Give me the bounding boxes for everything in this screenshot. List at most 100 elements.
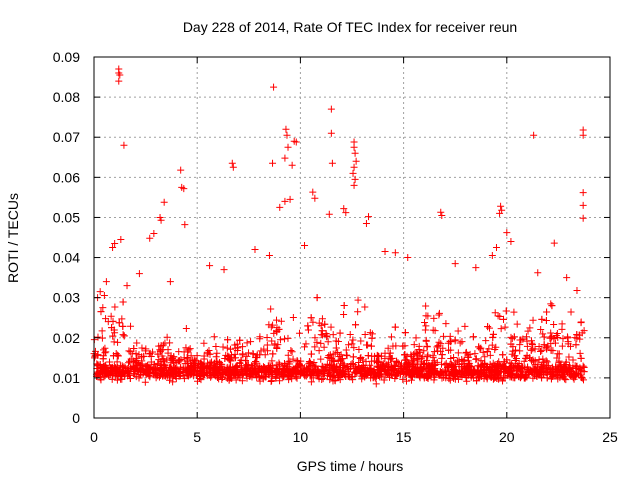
data-point (364, 352, 372, 360)
data-point (353, 368, 361, 376)
data-point (350, 143, 358, 151)
data-point (223, 344, 231, 352)
data-point (97, 363, 105, 371)
data-point (229, 163, 237, 171)
data-point (492, 244, 500, 252)
data-point (152, 364, 160, 372)
data-point (144, 369, 152, 377)
data-point (528, 368, 536, 376)
data-point (524, 327, 532, 335)
data-point (213, 349, 221, 357)
data-point (430, 373, 438, 381)
data-point (348, 340, 356, 348)
data-point (423, 352, 431, 360)
data-point (361, 364, 369, 372)
data-point (265, 252, 273, 260)
data-point (318, 375, 326, 383)
data-point (437, 208, 445, 216)
data-point (175, 348, 183, 356)
data-point (537, 325, 545, 333)
data-point (573, 331, 581, 339)
data-point (531, 345, 539, 353)
data-point (150, 360, 158, 368)
data-point (361, 303, 369, 311)
data-point (500, 315, 508, 323)
x-axis-label: GPS time / hours (297, 458, 404, 474)
data-point (390, 361, 398, 369)
data-point (234, 372, 242, 380)
data-point (282, 125, 290, 133)
data-point (545, 362, 553, 370)
data-point (297, 370, 305, 378)
data-point (288, 366, 296, 374)
data-point (422, 337, 430, 345)
data-point (381, 248, 389, 256)
data-point (502, 363, 510, 371)
data-point (111, 303, 119, 311)
data-point (501, 323, 509, 331)
data-point (422, 302, 430, 310)
data-point (481, 371, 489, 379)
data-point (127, 363, 135, 371)
data-point (120, 141, 128, 149)
data-point (309, 374, 317, 382)
data-point (543, 345, 551, 353)
data-point (113, 376, 121, 384)
data-point (489, 333, 497, 341)
data-point (336, 376, 344, 384)
data-point (157, 346, 165, 354)
y-tick-label: 0.01 (53, 370, 80, 386)
data-point (358, 365, 366, 373)
data-point (119, 322, 127, 330)
data-point (477, 362, 485, 370)
data-point (386, 373, 394, 381)
data-point (258, 367, 266, 375)
data-point (453, 369, 461, 377)
data-point (109, 317, 117, 325)
data-point (352, 157, 360, 165)
data-point (549, 369, 557, 377)
data-point (175, 357, 183, 365)
data-point (311, 194, 319, 202)
data-point (125, 347, 133, 355)
data-point (489, 330, 497, 338)
data-point (150, 229, 158, 237)
data-point (475, 343, 483, 351)
data-point (493, 374, 501, 382)
data-point (113, 358, 121, 366)
data-point (317, 339, 325, 347)
data-point (447, 355, 455, 363)
y-tick-label: 0.03 (53, 290, 80, 306)
data-point (293, 374, 301, 382)
data-point (102, 369, 110, 377)
data-point (407, 371, 415, 379)
data-point (212, 367, 220, 375)
data-point (544, 342, 552, 350)
data-point (325, 210, 333, 218)
data-point (109, 244, 117, 252)
data-point (388, 365, 396, 373)
data-point (287, 346, 295, 354)
data-point (146, 349, 154, 357)
data-point (206, 262, 214, 270)
data-point (365, 213, 373, 221)
data-point (313, 338, 321, 346)
y-tick-label: 0.04 (53, 250, 80, 266)
data-point (458, 338, 466, 346)
data-point (348, 359, 356, 367)
data-point (332, 337, 340, 345)
data-point (482, 337, 490, 345)
data-point (118, 372, 126, 380)
data-point (577, 354, 585, 362)
data-point (140, 352, 148, 360)
data-point (212, 343, 220, 351)
data-point (189, 372, 197, 380)
x-tick-label: 15 (396, 429, 412, 445)
data-point (219, 366, 227, 374)
data-point (337, 357, 345, 365)
data-point (375, 371, 383, 379)
data-point (203, 369, 211, 377)
data-point (224, 336, 232, 344)
data-point (304, 322, 312, 330)
data-point (319, 368, 327, 376)
